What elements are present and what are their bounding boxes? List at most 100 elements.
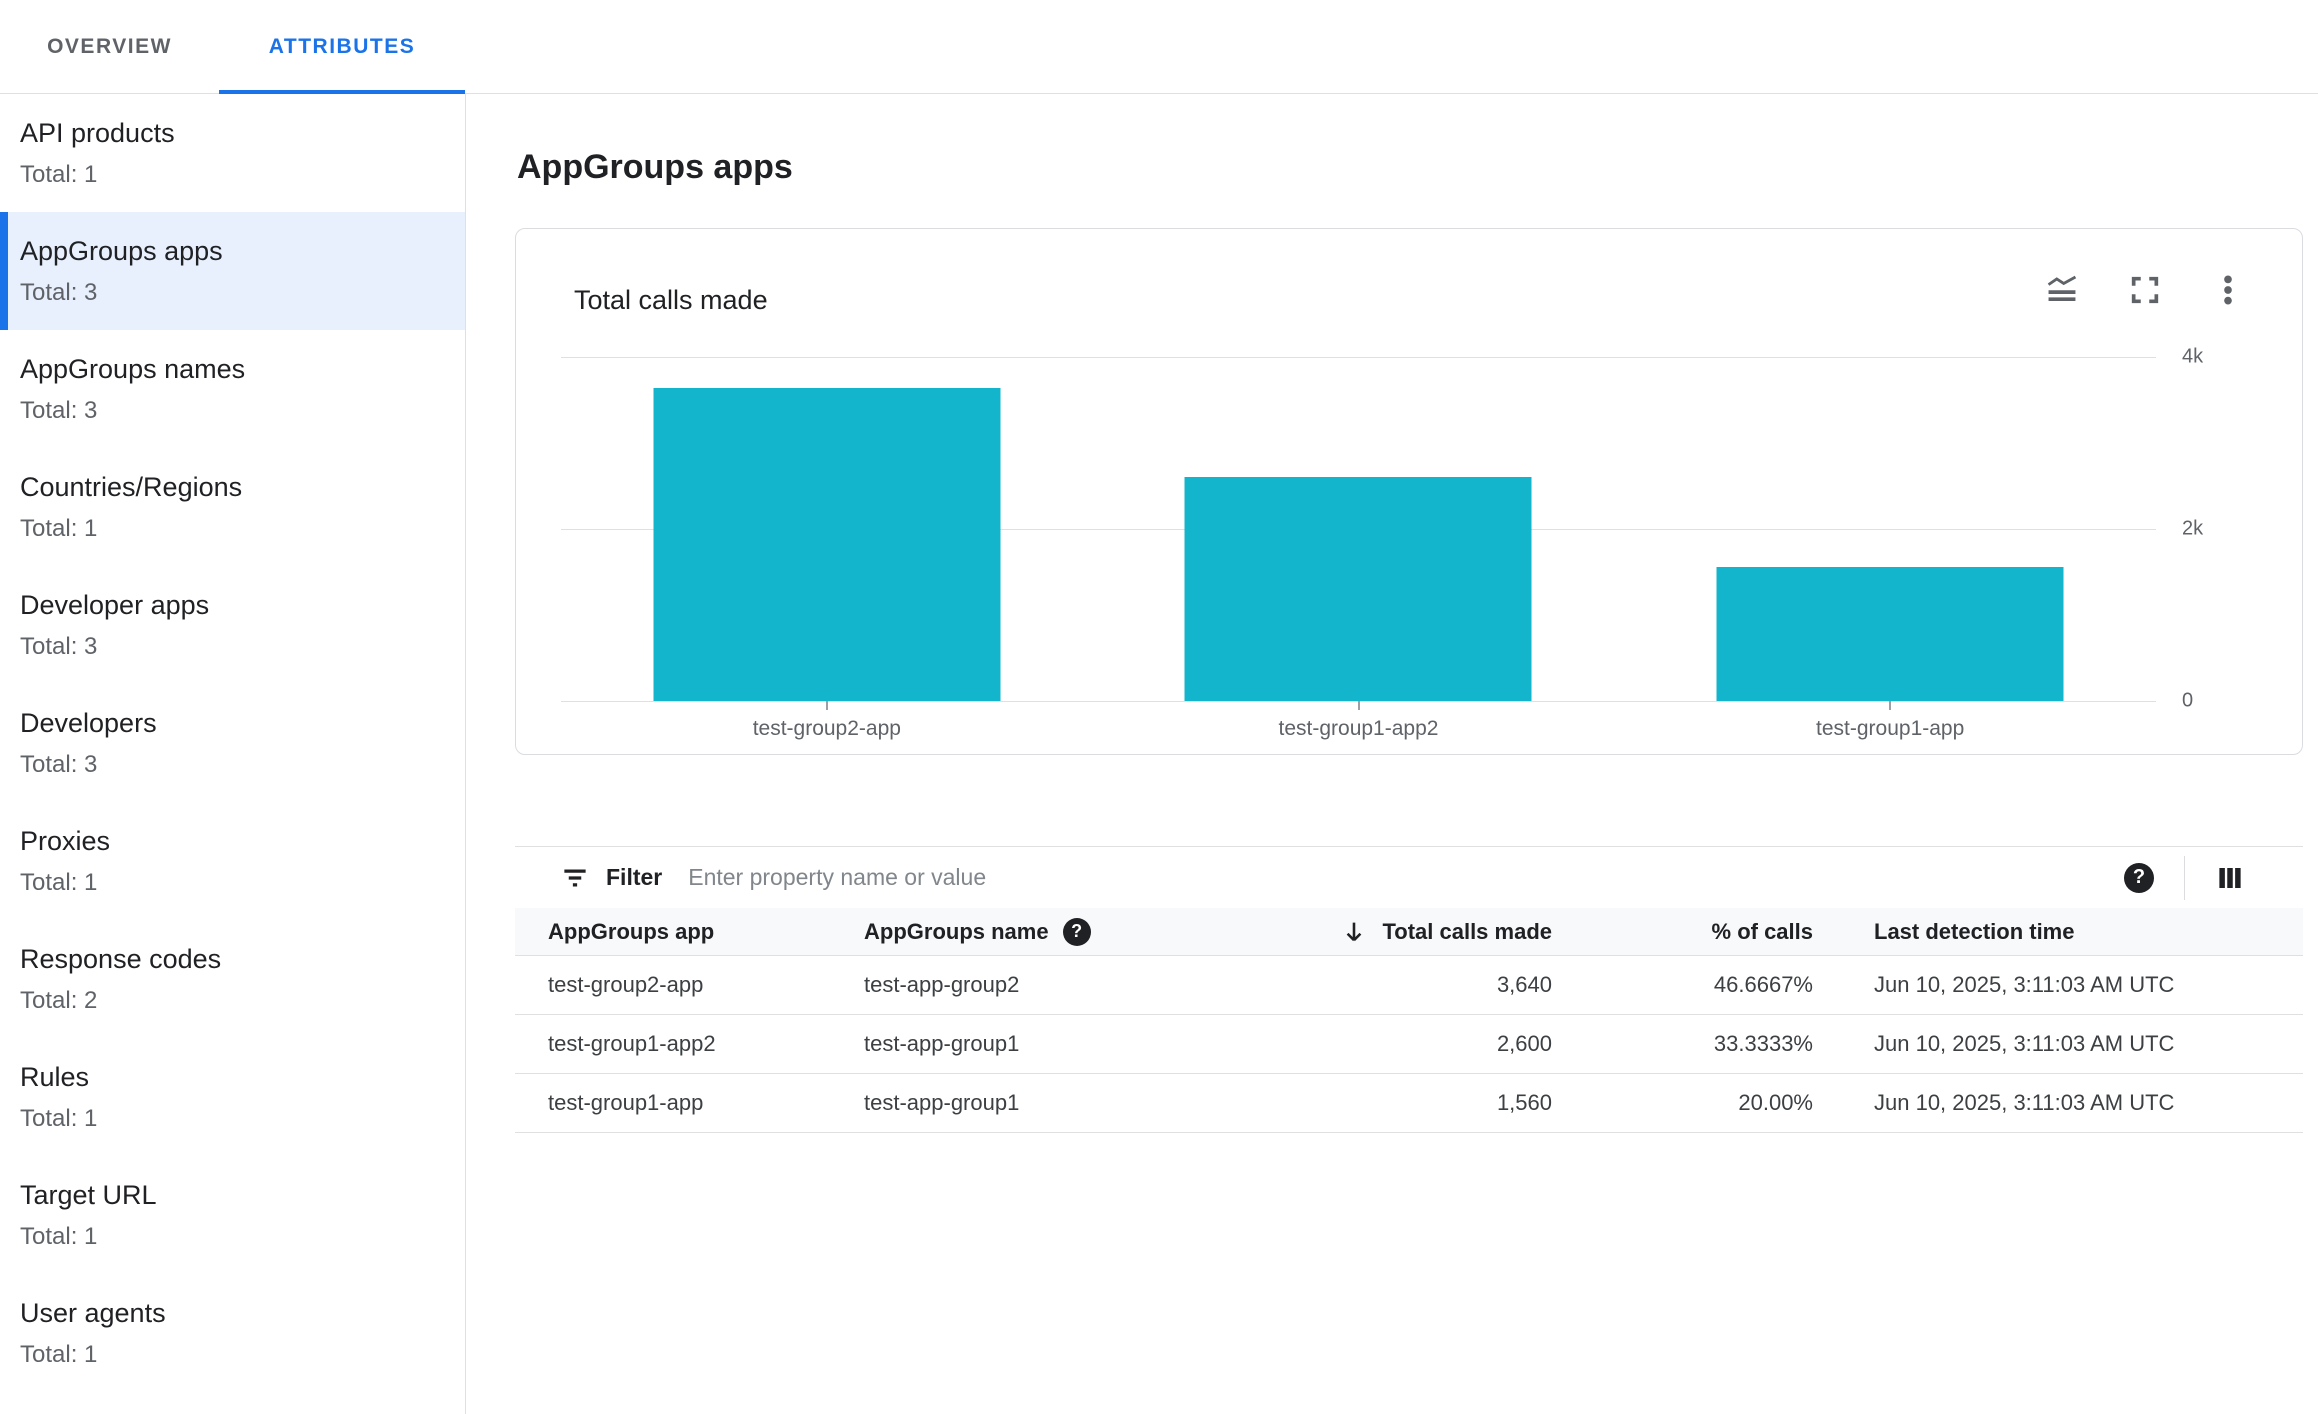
sidebar-item-label: Developers [20, 708, 157, 738]
sidebar-item-total: Total: 2 [20, 987, 98, 1014]
sidebar-item-rules[interactable]: Rules Total: 1 [0, 1038, 465, 1156]
active-tab-indicator [219, 90, 465, 95]
ytick-label: 0 [2182, 689, 2194, 712]
bar-slot [1624, 357, 2156, 701]
cell-appgroups-app: test-group2-app [548, 972, 704, 997]
cell-appgroups-name: test-app-group2 [864, 972, 1020, 997]
bar-slot [1093, 357, 1625, 701]
more-vert-icon[interactable] [2209, 271, 2247, 309]
table-row: test-group1-app2 test-app-group1 2,600 33.3… [515, 1015, 2303, 1074]
table-row: test-group2-app test-app-group2 3,640 46.66… [515, 956, 2303, 1015]
sidebar-item-countries-regions[interactable]: Countries/Regions Total: 1 [0, 448, 465, 566]
sidebar-item-total: Total: 3 [20, 397, 98, 424]
bar-test-group1-app2[interactable] [1184, 477, 1532, 701]
sidebar-item-appgroups-names[interactable]: AppGroups names Total: 3 [0, 330, 465, 448]
ytick-label: 4k [2182, 345, 2204, 368]
sidebar-item-api-products[interactable]: API products Total: 1 [0, 94, 465, 212]
cell-pct-calls: 20.00% [1738, 1090, 1813, 1115]
cell-last-detection: Jun 10, 2025, 3:11:03 AM UTC [1874, 972, 2175, 997]
main-content: AppGroups apps Total calls made [466, 94, 2318, 1414]
column-header-label: AppGroups name [864, 918, 1049, 944]
x-axis-tick [1357, 701, 1360, 710]
sidebar-item-label: Proxies [20, 826, 111, 856]
sidebar-item-label: AppGroups apps [20, 236, 223, 266]
cell-pct-calls: 46.6667% [1713, 972, 1813, 997]
sidebar-item-total: Total: 1 [20, 869, 98, 896]
sidebar-item-response-codes[interactable]: Response codes Total: 2 [0, 920, 465, 1038]
bar-category-label: test-group1-app [1816, 717, 1965, 740]
filter-input[interactable] [688, 864, 2124, 891]
sidebar-item-total: Total: 1 [20, 515, 98, 542]
sidebar-item-label: Response codes [20, 944, 222, 974]
column-header-label: Total calls made [1382, 918, 1552, 944]
chart-title: Total calls made [574, 285, 768, 315]
bar-test-group1-app[interactable] [1716, 566, 2064, 701]
cell-total-calls: 2,600 [1496, 1031, 1552, 1056]
sidebar-item-label: User agents [20, 1298, 166, 1328]
sidebar-item-appgroups-apps[interactable]: AppGroups apps Total: 3 [0, 212, 465, 330]
column-header-label: % of calls [1711, 918, 1813, 944]
attributes-table-block: Filter ? AppGroups app AppGroups [515, 846, 2303, 1133]
cell-last-detection: Jun 10, 2025, 3:11:03 AM UTC [1874, 1031, 2175, 1056]
cell-appgroups-name: test-app-group1 [864, 1090, 1020, 1115]
page-title: AppGroups apps [517, 148, 793, 186]
sidebar-item-label: API products [20, 118, 175, 148]
filter-label: Filter [606, 864, 663, 890]
tab-bar: OVERVIEW ATTRIBUTES [0, 0, 2318, 95]
sidebar-item-total: Total: 1 [20, 1105, 98, 1132]
cell-last-detection: Jun 10, 2025, 3:11:03 AM UTC [1874, 1090, 2175, 1115]
cell-pct-calls: 33.3333% [1713, 1031, 1813, 1056]
sidebar-item-total: Total: 3 [20, 751, 98, 778]
sidebar-item-total: Total: 1 [20, 1341, 98, 1368]
tab-overview-label: OVERVIEW [47, 35, 172, 58]
sidebar-item-developer-apps[interactable]: Developer apps Total: 3 [0, 566, 465, 684]
appgroups-name-help-icon[interactable]: ? [1062, 917, 1091, 946]
column-display-icon[interactable] [2215, 863, 2245, 893]
column-header-pct-calls[interactable]: % of calls [1552, 919, 1813, 945]
tab-overview[interactable]: OVERVIEW [0, 0, 219, 94]
x-axis-tick [825, 701, 828, 710]
sidebar-item-total: Total: 3 [20, 633, 98, 660]
sidebar-item-developers[interactable]: Developers Total: 3 [0, 684, 465, 802]
cell-appgroups-app: test-group1-app [548, 1090, 704, 1115]
sidebar-item-label: Target URL [20, 1180, 157, 1210]
column-header-appgroups-name[interactable]: AppGroups name ? [864, 917, 1307, 946]
chart-card-actions [2043, 271, 2247, 309]
table-body: test-group2-app test-app-group2 3,640 46.66… [515, 956, 2303, 1133]
gridline-4k [561, 357, 2156, 358]
sidebar-item-proxies[interactable]: Proxies Total: 1 [0, 802, 465, 920]
sidebar-item-total: Total: 3 [20, 279, 98, 306]
filter-divider [2184, 855, 2185, 900]
cell-appgroups-name: test-app-group1 [864, 1031, 1020, 1056]
tab-attributes[interactable]: ATTRIBUTES [219, 0, 465, 95]
sidebar-item-label: Countries/Regions [20, 472, 243, 502]
ytick-label: 2k [2182, 517, 2204, 540]
sidebar-item-user-agents[interactable]: User agents Total: 1 [0, 1274, 465, 1392]
fullscreen-icon[interactable] [2126, 271, 2164, 309]
cell-total-calls: 1,560 [1496, 1090, 1552, 1115]
sidebar-item-total: Total: 1 [20, 161, 98, 188]
bar-category-label: test-group1-app2 [1278, 717, 1439, 740]
cell-appgroups-app: test-group1-app2 [548, 1031, 716, 1056]
table-header-row: AppGroups app AppGroups name ? Total cal… [515, 908, 2303, 956]
cell-total-calls: 3,640 [1496, 972, 1552, 997]
table-row: test-group1-app test-app-group1 1,560 20.00… [515, 1074, 2303, 1133]
bar-category-label: test-group2-app [752, 717, 901, 740]
sidebar-item-label: Developer apps [20, 590, 210, 620]
sidebar-item-target-url[interactable]: Target URL Total: 1 [0, 1156, 465, 1274]
column-header-total-calls[interactable]: Total calls made [1307, 918, 1552, 946]
bar-slot [561, 357, 1093, 701]
bar-test-group2-app[interactable] [653, 387, 1001, 701]
sidebar-item-label: Rules [20, 1062, 90, 1092]
attributes-sidebar: API products Total: 1 AppGroups apps Total:… [0, 94, 466, 1414]
column-header-appgroups-app[interactable]: AppGroups app [548, 919, 864, 945]
column-header-label: Last detection time [1874, 918, 2075, 944]
filter-icon[interactable] [560, 863, 590, 893]
column-header-last-detection[interactable]: Last detection time [1813, 919, 2219, 945]
filter-help-icon[interactable]: ? [2124, 862, 2154, 893]
x-axis-tick [1889, 701, 1892, 710]
column-header-label: AppGroups app [548, 918, 715, 944]
chart-type-icon[interactable] [2043, 271, 2081, 309]
selected-item-indicator [0, 212, 8, 330]
